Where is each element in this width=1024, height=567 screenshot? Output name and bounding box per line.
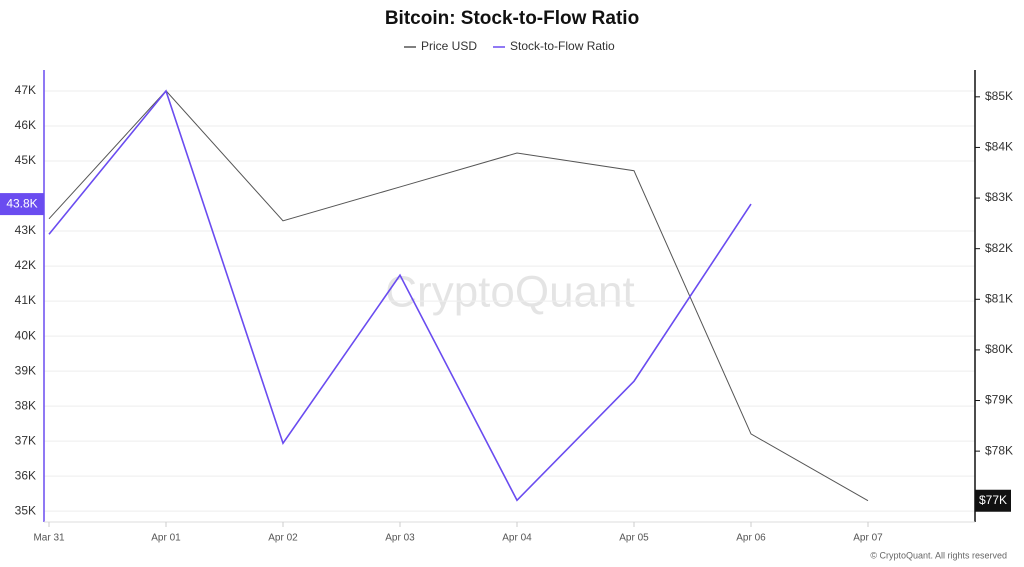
- y-tick-label: 42K: [15, 258, 36, 272]
- y2-tick-label: $83K: [985, 190, 1013, 204]
- x-tick-label: Apr 05: [619, 533, 649, 544]
- y-tick-label: 46K: [15, 118, 36, 132]
- y-tick-label: 38K: [15, 398, 36, 412]
- x-tick-label: Apr 02: [268, 533, 298, 544]
- series-line: [48, 89, 752, 502]
- y-tick-label: 40K: [15, 328, 36, 342]
- current-value-box: [975, 489, 1011, 512]
- current-value-label: $77K: [979, 493, 1007, 507]
- y2-tick-label: $79K: [985, 393, 1013, 407]
- y-tick-label: 43K: [15, 223, 36, 237]
- y-tick-label: 45K: [15, 153, 36, 167]
- x-tick-label: Mar 31: [33, 533, 65, 544]
- y-tick-label: 35K: [15, 503, 36, 517]
- legend-label: Stock-to-Flow Ratio: [510, 39, 615, 53]
- y-tick-label: 37K: [15, 433, 36, 447]
- x-tick-label: Apr 07: [853, 533, 883, 544]
- current-value-box: [0, 193, 44, 216]
- y2-tick-label: $84K: [985, 140, 1013, 154]
- x-tick-label: Apr 06: [736, 533, 766, 544]
- y2-tick-label: $78K: [985, 443, 1013, 457]
- x-tick-label: Apr 01: [151, 533, 181, 544]
- y2-tick-label: $81K: [985, 291, 1013, 305]
- chart-title: Bitcoin: Stock-to-Flow Ratio: [385, 8, 639, 29]
- current-value-label: 43.8K: [6, 196, 37, 210]
- y-tick-label: 39K: [15, 363, 36, 377]
- series-line: [48, 90, 869, 502]
- y2-tick-label: $80K: [985, 342, 1013, 356]
- x-tick-label: Apr 04: [502, 533, 532, 544]
- y2-tick-label: $82K: [985, 241, 1013, 255]
- watermark: CryptoQuant: [385, 268, 634, 317]
- y2-tick-label: $85K: [985, 89, 1013, 103]
- y-tick-label: 36K: [15, 468, 36, 482]
- x-tick-label: Apr 03: [385, 533, 415, 544]
- footer: © CryptoQuant. All rights reserved: [870, 550, 1007, 560]
- y-tick-label: 41K: [15, 293, 36, 307]
- legend-label: Price USD: [421, 39, 477, 53]
- y-tick-label: 47K: [15, 83, 36, 97]
